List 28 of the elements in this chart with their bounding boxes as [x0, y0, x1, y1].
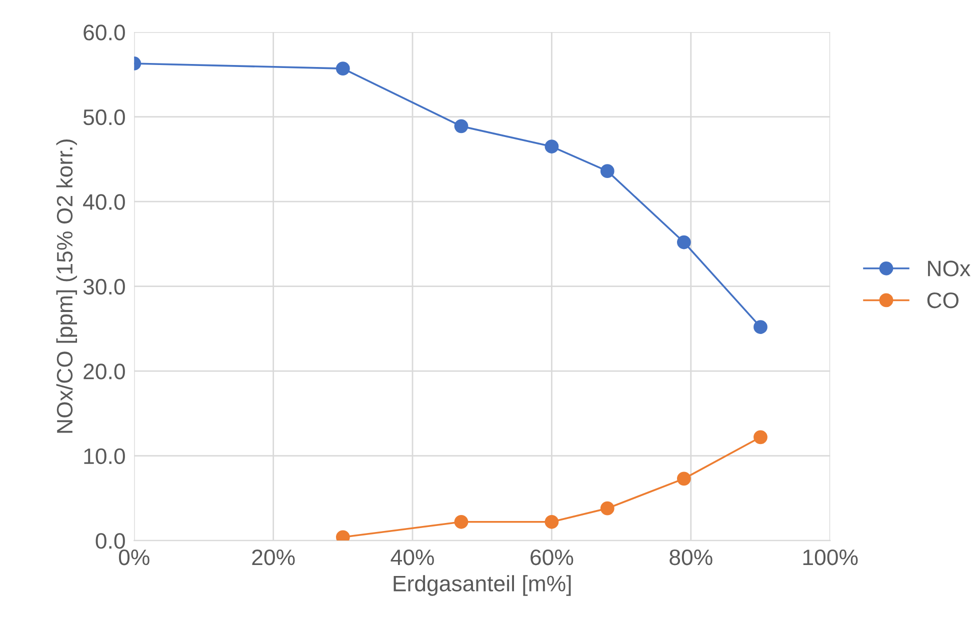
y-tick-label: 30.0 [83, 278, 125, 295]
y-tick-label: 50.0 [83, 109, 125, 126]
point [600, 164, 614, 178]
legend-label: NOx [928, 260, 970, 276]
point [600, 501, 614, 516]
point [754, 320, 768, 334]
legend-label: CO [927, 292, 958, 308]
x-axis-title: Erdgasanteil [m%] [394, 575, 571, 596]
point [336, 62, 350, 76]
y-tick-label: 20.0 [84, 364, 125, 380]
y-tick-label: 10.0 [84, 448, 125, 464]
x-tick-label: 0% [118, 549, 150, 566]
point [544, 140, 559, 154]
y-tick-label: 40.0 [83, 194, 125, 210]
x-tick-label: 100% [803, 549, 858, 566]
point [454, 119, 468, 134]
point [544, 514, 559, 529]
x-tick-label: 60% [530, 549, 574, 566]
y-axis-title: NOx/CO [ppm] (15% O2 korr.) [56, 140, 77, 433]
y-tick-label: 0.0 [96, 533, 125, 549]
point [454, 514, 468, 529]
point [676, 235, 691, 250]
x-tick-label: 40% [390, 549, 434, 566]
point [754, 430, 768, 444]
y-tick-label: 60.0 [84, 24, 125, 40]
point [676, 472, 691, 486]
x-tick-label: 20% [252, 549, 295, 566]
x-tick-label: 80% [670, 549, 712, 566]
